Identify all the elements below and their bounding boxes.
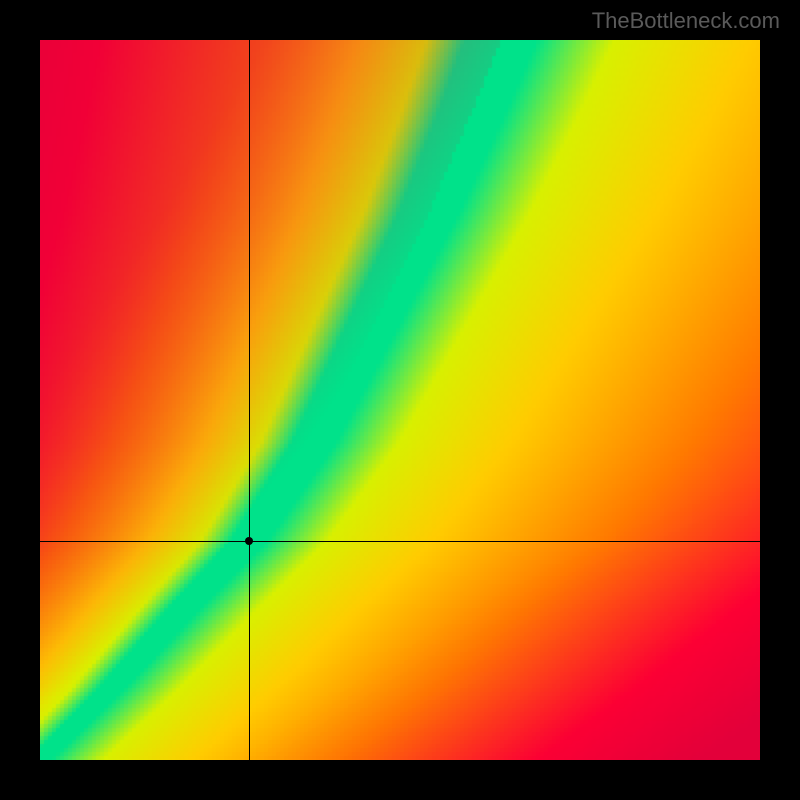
crosshair-horizontal [40, 541, 760, 542]
crosshair-marker [245, 537, 253, 545]
watermark-text: TheBottleneck.com [592, 8, 780, 34]
crosshair-vertical [249, 40, 250, 760]
heatmap-canvas [40, 40, 760, 760]
heatmap-plot [40, 40, 760, 760]
